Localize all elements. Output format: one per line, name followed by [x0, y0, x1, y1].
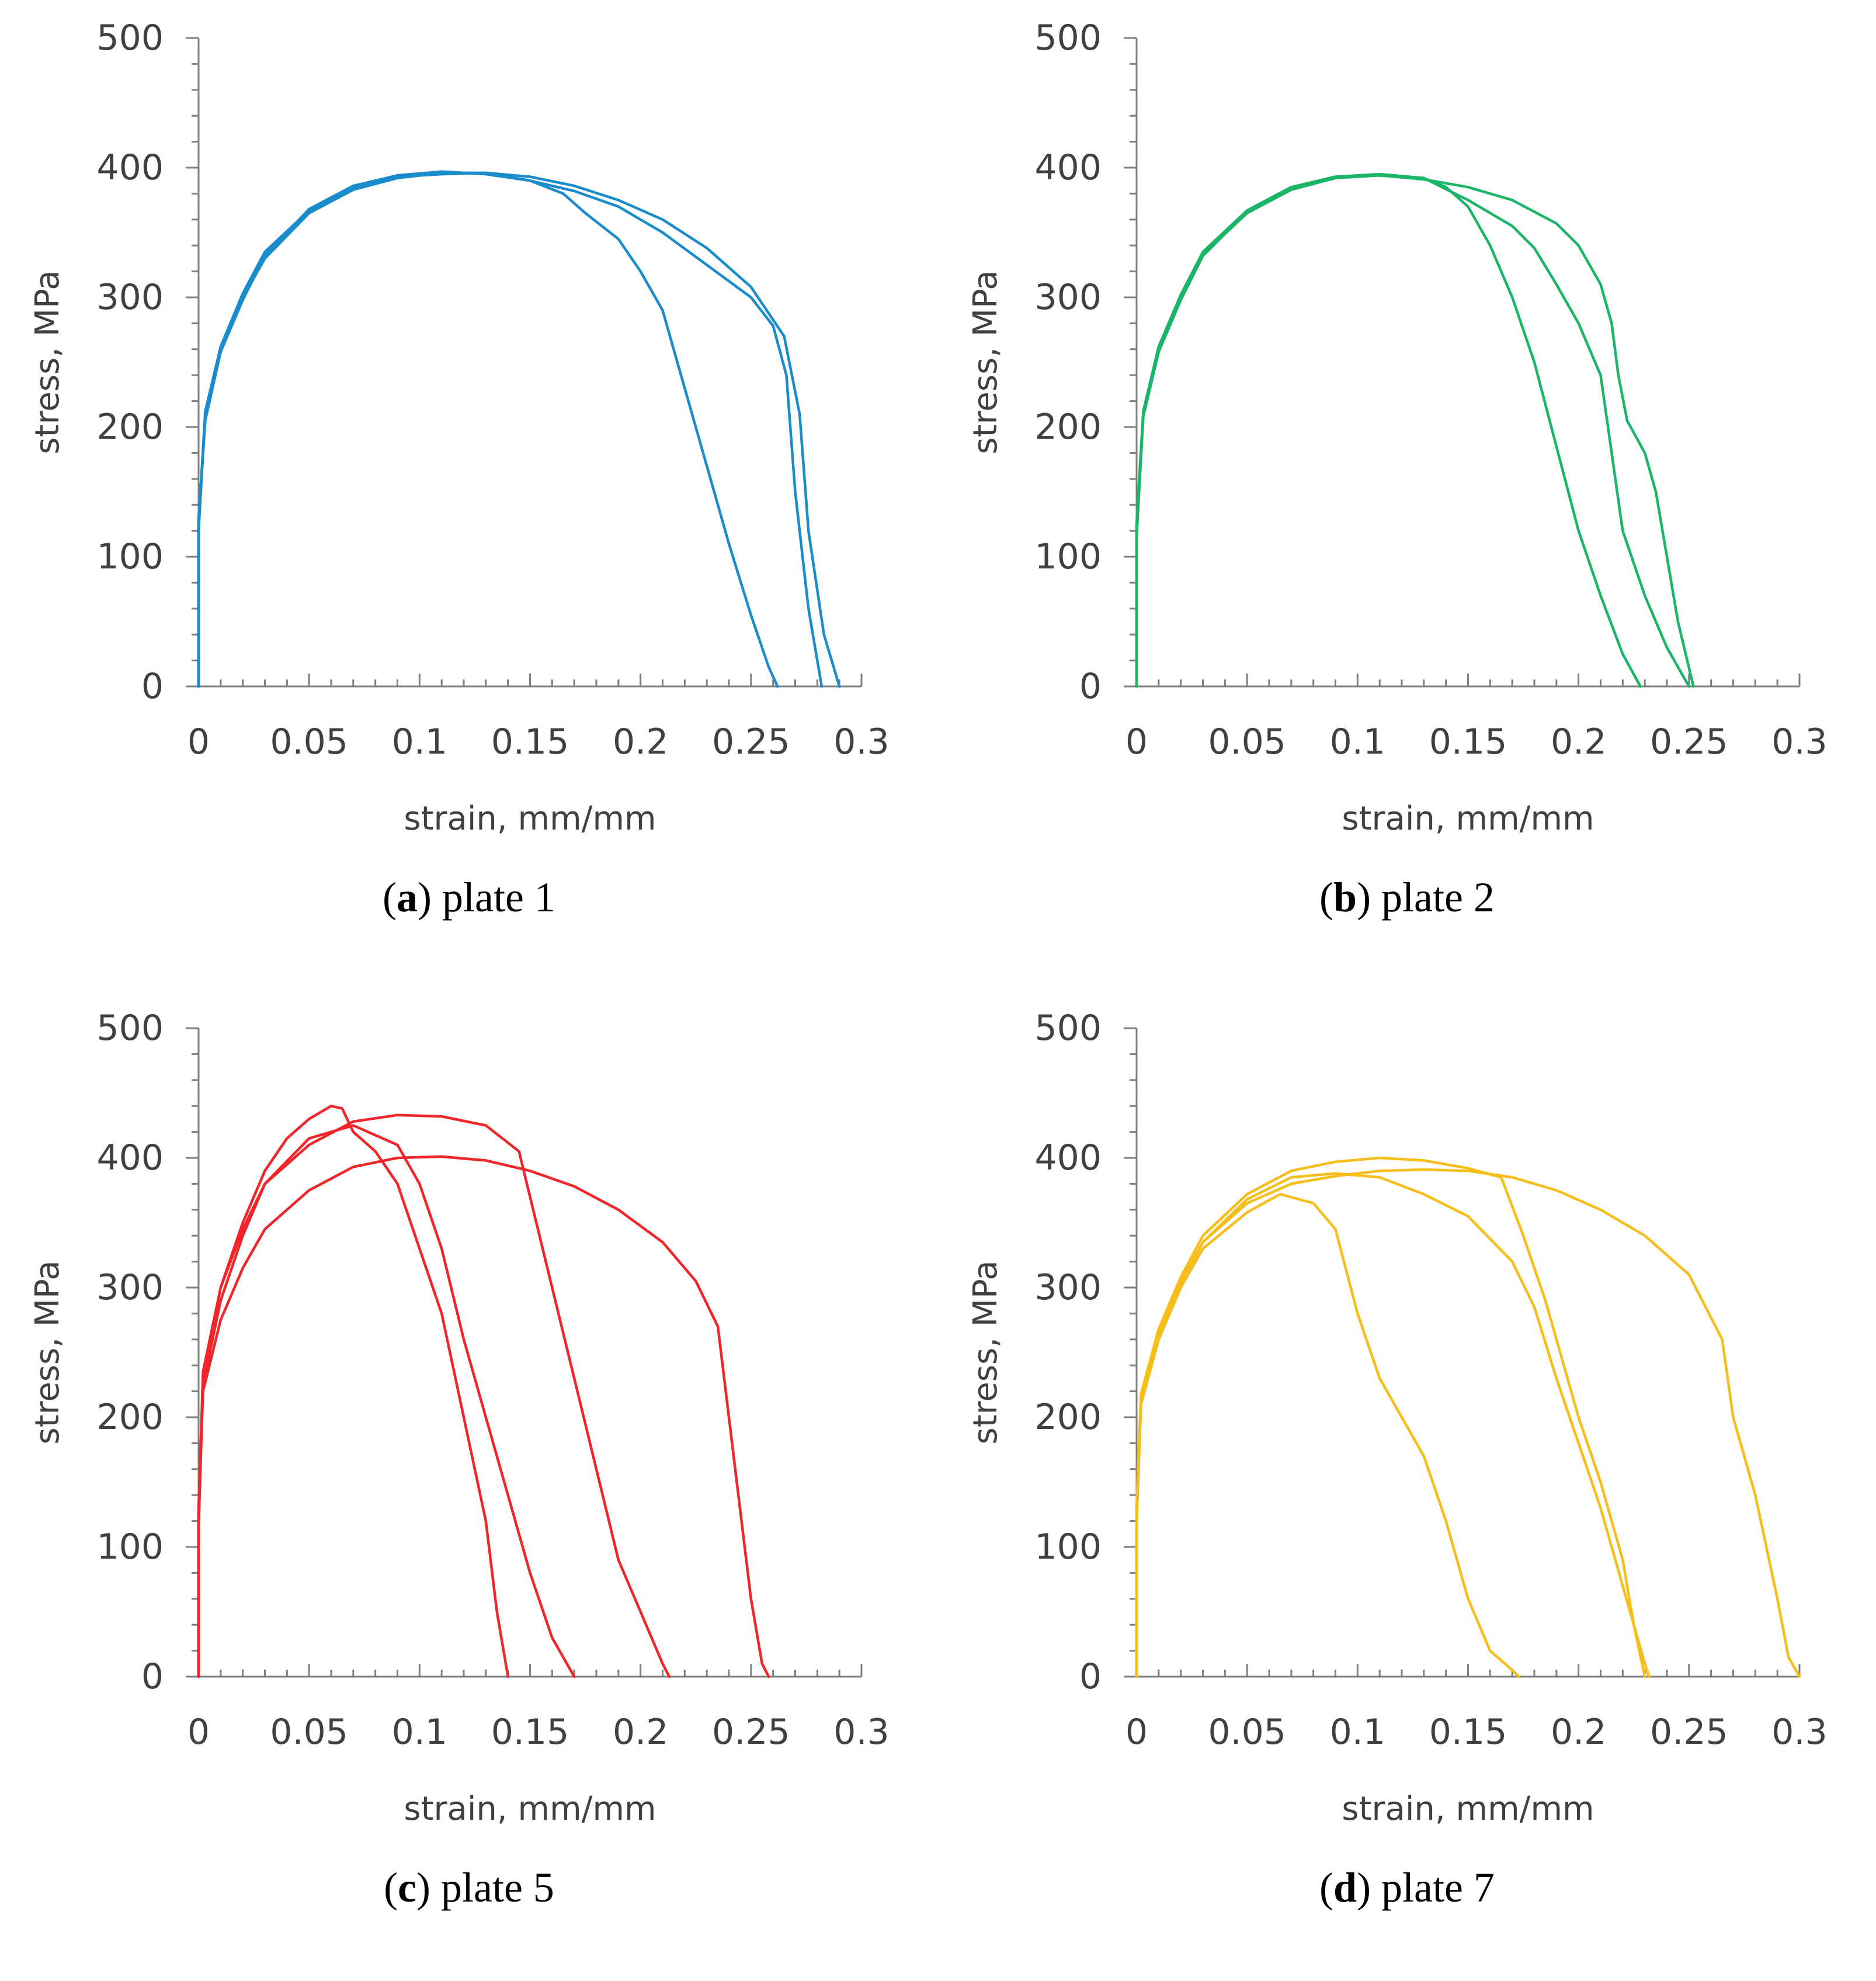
- series-line-3: [1135, 174, 1695, 688]
- caption-letter: b: [1333, 874, 1357, 921]
- y-tick-label: 500: [96, 1008, 164, 1049]
- caption-text: plate 5: [441, 1864, 554, 1911]
- y-tick-label: 0: [141, 1656, 164, 1697]
- x-tick-label: 0.1: [1330, 1712, 1385, 1753]
- y-axis-title: stress, MPa: [967, 1260, 1005, 1444]
- caption-letter: c: [398, 1864, 417, 1911]
- caption-letter: d: [1333, 1864, 1357, 1911]
- series-line-4: [197, 1155, 770, 1678]
- y-tick-label: 100: [1034, 536, 1102, 577]
- x-tick-label: 0: [1125, 1712, 1148, 1753]
- caption-b: (b) plate 2: [1319, 874, 1495, 921]
- series-line-1: [1135, 1192, 1520, 1678]
- y-tick-label: 100: [96, 536, 164, 577]
- series-line-2: [197, 170, 824, 688]
- y-tick-label: 300: [96, 277, 164, 318]
- series-line-2: [1135, 172, 1691, 688]
- series-line-2: [197, 1124, 576, 1678]
- x-axis-title: strain, mm/mm: [404, 1790, 656, 1828]
- x-tick-label: 0.2: [1551, 721, 1606, 762]
- series-line-1: [1135, 174, 1642, 688]
- x-axis-title: strain, mm/mm: [1342, 1790, 1594, 1828]
- x-tick-label: 0.05: [1208, 1712, 1286, 1753]
- x-tick-label: 0.15: [1429, 721, 1507, 762]
- x-tick-label: 0.25: [712, 1712, 790, 1753]
- y-tick-label: 0: [1079, 1656, 1102, 1697]
- y-tick-label: 400: [1034, 147, 1102, 188]
- caption-letter: a: [397, 874, 418, 921]
- x-tick-label: 0.2: [1551, 1712, 1606, 1753]
- caption-d: (d) plate 7: [1319, 1864, 1495, 1911]
- panel-b: 0 100 200 300 400 500 0 0.05 0.1 0.15 0.2 0.25 0.3 st…: [938, 0, 1876, 990]
- x-tick-label: 0.3: [1771, 721, 1827, 762]
- y-tick-label: 500: [96, 18, 164, 58]
- x-tick-label: 0.3: [1771, 1712, 1827, 1753]
- y-tick-label: 500: [1034, 1008, 1102, 1049]
- x-tick-label: 0.05: [1208, 721, 1286, 762]
- y-axis-title: stress, MPa: [967, 270, 1005, 454]
- panel-a: 0 100 200 300 400 500 0 0.05 0.1 0.15 0.2 0.25 0.3 st…: [0, 0, 938, 990]
- x-tick-label: 0.1: [392, 1712, 447, 1753]
- x-axis-title: strain, mm/mm: [404, 800, 656, 838]
- series-line-4: [1135, 1168, 1801, 1678]
- x-axis-title: strain, mm/mm: [1342, 800, 1594, 838]
- caption-text: plate 2: [1381, 874, 1495, 921]
- y-tick-label: 300: [1034, 1267, 1102, 1308]
- y-tick-label: 400: [1034, 1137, 1102, 1178]
- caption-text: plate 1: [442, 874, 555, 921]
- panel-d: 0 100 200 300 400 500 0 0.05 0.1 0.15 0.2 0.25 0.3 st…: [938, 990, 1876, 1980]
- series-line-1: [197, 1104, 509, 1678]
- y-tick-label: 100: [96, 1526, 164, 1567]
- x-tick-label: 0.25: [712, 721, 790, 762]
- x-tick-label: 0.15: [491, 1712, 569, 1753]
- y-tick-label: 100: [1034, 1526, 1102, 1567]
- y-tick-label: 200: [1034, 1397, 1102, 1438]
- x-tick-label: 0.3: [833, 1712, 889, 1753]
- y-tick-label: 0: [141, 666, 164, 707]
- x-tick-label: 0: [187, 721, 210, 762]
- x-tick-label: 0.1: [392, 721, 447, 762]
- x-tick-label: 0.25: [1650, 721, 1728, 762]
- chart-a: 0 100 200 300 400 500 0 0.05 0.1 0.15 0.2 0.25 0.3 st…: [29, 18, 890, 838]
- panel-c: 0 100 200 300 400 500 0 0.05 0.1 0.15 0.2 0.25 0.3 st…: [0, 990, 938, 1980]
- x-tick-label: 0: [1125, 721, 1148, 762]
- series-line-3: [197, 171, 841, 688]
- x-tick-label: 0.25: [1650, 1712, 1728, 1753]
- series-line-3: [197, 1113, 671, 1678]
- y-tick-label: 200: [96, 407, 164, 447]
- series-line-1: [197, 171, 779, 688]
- x-tick-label: 0.15: [1429, 1712, 1507, 1753]
- x-tick-label: 0.05: [270, 1712, 348, 1753]
- y-tick-label: 300: [1034, 277, 1102, 318]
- chart-c: 0 100 200 300 400 500 0 0.05 0.1 0.15 0.2 0.25 0.3 st…: [29, 1008, 890, 1828]
- y-axis-title: stress, MPa: [29, 1260, 67, 1444]
- x-tick-label: 0.2: [613, 1712, 668, 1753]
- caption-a: (a) plate 1: [383, 874, 555, 921]
- series-line-3: [1135, 1156, 1646, 1678]
- x-tick-label: 0.2: [613, 721, 668, 762]
- series-line-2: [1135, 1172, 1651, 1678]
- y-tick-label: 200: [96, 1397, 164, 1438]
- y-tick-label: 300: [96, 1267, 164, 1308]
- y-tick-label: 200: [1034, 407, 1102, 447]
- y-tick-label: 500: [1034, 18, 1102, 58]
- y-axis-title: stress, MPa: [29, 270, 67, 454]
- x-tick-label: 0.05: [270, 721, 348, 762]
- y-tick-label: 400: [96, 1137, 164, 1178]
- x-tick-label: 0: [187, 1712, 210, 1753]
- chart-d: 0 100 200 300 400 500 0 0.05 0.1 0.15 0.2 0.25 0.3 st…: [967, 1008, 1828, 1828]
- x-tick-label: 0.15: [491, 721, 569, 762]
- y-tick-label: 0: [1079, 666, 1102, 707]
- x-tick-label: 0.1: [1330, 721, 1385, 762]
- x-tick-label: 0.3: [833, 721, 889, 762]
- caption-c: (c) plate 5: [384, 1864, 554, 1911]
- chart-b: 0 100 200 300 400 500 0 0.05 0.1 0.15 0.2 0.25 0.3 st…: [967, 18, 1828, 838]
- y-tick-label: 400: [96, 147, 164, 188]
- caption-text: plate 7: [1381, 1864, 1495, 1911]
